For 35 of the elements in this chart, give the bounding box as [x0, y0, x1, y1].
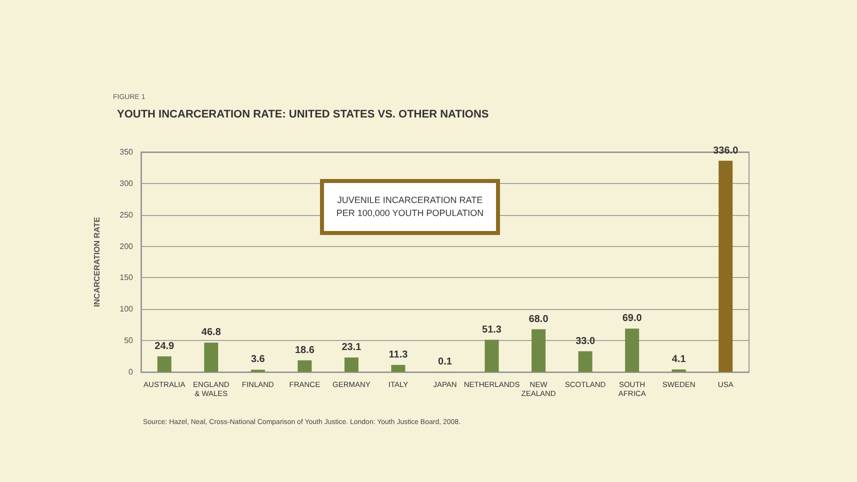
bar — [484, 340, 499, 372]
y-tick-label: 0 — [128, 368, 134, 376]
data-label: 24.9 — [154, 340, 175, 352]
data-label: 11.3 — [388, 349, 408, 360]
note-box: JUVENILE INCARCERATION RATE PER 100,000 YOUTH POPULATION — [320, 179, 500, 235]
bar — [391, 364, 406, 372]
y-tick-label: 250 — [120, 210, 134, 220]
data-label: 23.1 — [342, 342, 362, 353]
y-axis-title: INCARCERATION RATE — [92, 216, 102, 307]
bar — [344, 357, 358, 372]
bar — [157, 356, 172, 372]
data-label: 46.8 — [201, 327, 222, 338]
data-label: 4.1 — [672, 354, 686, 365]
y-tick-label: 100 — [120, 304, 134, 314]
y-tick-label: 350 — [120, 148, 134, 156]
y-tick-label: 200 — [120, 242, 134, 251]
data-label: 3.6 — [250, 354, 266, 366]
data-label: 0.1 — [438, 356, 452, 368]
y-tick-label: 150 — [120, 273, 134, 282]
data-label: 18.6 — [294, 344, 315, 356]
chart-title: YOUTH INCARCERATION RATE: UNITED STATES VS. OTHER NATIONS — [117, 108, 489, 120]
y-tick-label: 50 — [124, 336, 134, 346]
bar — [625, 328, 640, 372]
data-label: 69.0 — [622, 313, 642, 324]
bar — [718, 160, 733, 372]
data-label: 51.3 — [482, 324, 502, 336]
bar — [298, 360, 312, 372]
y-tick-label: 300 — [120, 178, 134, 188]
bar — [204, 342, 218, 372]
data-label: 336.0 — [713, 145, 739, 156]
bar — [672, 369, 686, 372]
data-label: 68.0 — [528, 314, 549, 325]
bar — [532, 329, 546, 372]
bar — [578, 351, 592, 372]
data-label: 33.0 — [576, 336, 596, 347]
